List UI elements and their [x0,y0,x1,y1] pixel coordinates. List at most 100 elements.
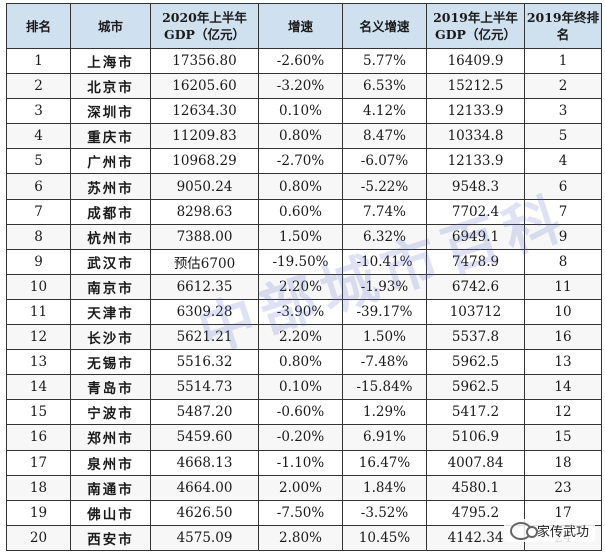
header-rank: 排名 [6,3,71,49]
cell-gdp-2020h1: 11209.83 [150,123,259,150]
cell-rank: 10 [6,273,71,300]
header-growth: 增速 [258,3,343,49]
cell-rank: 7 [6,198,71,225]
cell-gdp-2019h1: 5962.5 [426,374,525,401]
cell-city: 青岛市 [70,374,151,401]
cell-rank: 15 [6,399,71,426]
brand-badge: 家传武功 [503,519,595,542]
cell-city: 宁波市 [70,399,151,426]
cell-nominal-growth: -39.17% [342,298,427,326]
table-body: 1 上海市 17356.80 -2.60% 5.77% 16409.9 1 2 北京市 16205… [6,47,602,551]
cell-gdp-2019h1: 16409.9 [426,47,525,75]
cell-rank-2019: 11 [524,273,602,300]
cell-gdp-2019h1: 5417.2 [426,399,525,426]
cell-growth: 2.00% [258,474,343,501]
cell-rank-2019: 2 [524,73,602,100]
cell-gdp-2020h1: 9050.24 [150,173,259,200]
table-row: 11 天津市 6309.28 -3.90% -39.17% 103712 10 [6,298,602,326]
cell-city: 长沙市 [70,324,151,351]
table-row: 8 杭州市 7388.00 1.50% 6.32% 6949.1 9 [6,223,602,250]
cell-growth: 0.10% [258,374,343,401]
cell-nominal-growth: 4.12% [342,98,427,125]
cell-gdp-2019h1: 5537.8 [426,324,525,351]
brand-name: 家传武功 [536,525,589,540]
cell-nominal-growth: -10.41% [342,248,427,275]
cell-city: 重庆市 [70,123,151,150]
cell-rank-2019: 1 [524,47,602,75]
cell-growth: 2.80% [258,524,343,551]
cell-gdp-2019h1: 4007.84 [426,449,525,476]
header-city: 城市 [70,3,151,49]
cell-gdp-2019h1: 7478.9 [426,248,525,275]
cell-rank-2019: 23 [524,474,602,501]
cell-gdp-2019h1: 10334.8 [426,123,525,150]
table-row: 10 南京市 6612.35 2.20% -1.93% 6742.6 11 [6,273,602,300]
cell-gdp-2020h1: 预估6700 [150,248,259,275]
cell-rank-2019: 9 [524,223,602,250]
cell-growth: 2.20% [258,324,343,351]
cell-rank: 5 [6,148,71,175]
cell-gdp-2020h1: 5487.20 [150,399,259,426]
table-row: 1 上海市 17356.80 -2.60% 5.77% 16409.9 1 [6,47,602,75]
cell-gdp-2020h1: 5459.60 [150,424,259,451]
cell-growth: -0.60% [258,399,343,426]
cell-gdp-2019h1: 9548.3 [426,173,525,200]
cell-gdp-2020h1: 4626.50 [150,499,259,526]
cell-city: 武汉市 [70,248,151,275]
cell-growth: 0.80% [258,349,343,376]
cell-gdp-2019h1: 4580.1 [426,474,525,501]
table-row: 3 深圳市 12634.30 0.10% 4.12% 12133.9 3 [6,98,602,125]
cell-gdp-2019h1: 15212.5 [426,73,525,100]
cell-nominal-growth: 5.77% [342,47,427,75]
cell-nominal-growth: 8.47% [342,123,427,150]
table-row: 14 青岛市 5514.73 0.10% -15.84% 5962.5 14 [6,374,602,401]
cell-nominal-growth: -5.22% [342,173,427,200]
table-row: 19 佛山市 4626.50 -7.50% -3.52% 4795.2 17 [6,499,602,526]
cell-rank: 6 [6,173,71,200]
cell-nominal-growth: -6.07% [342,148,427,175]
cell-gdp-2020h1: 17356.80 [150,47,259,75]
cell-growth: 2.20% [258,273,343,300]
table-row: 15 宁波市 5487.20 -0.60% 1.29% 5417.2 12 [6,399,602,426]
table-row: 5 广州市 10968.29 -2.70% -6.07% 12133.9 4 [6,148,602,175]
cell-rank: 8 [6,223,71,250]
header-row: 排名 城市 2020年上半年GDP（亿元） 增速 名义增速 2019年上半年GD… [6,3,602,49]
cell-growth: -0.20% [258,424,343,451]
header-rank-2019: 2019年终排名 [524,3,602,49]
cell-rank-2019: 12 [524,399,602,426]
cell-nominal-growth: 10.45% [342,524,427,551]
wechat-logo-icon [509,521,538,540]
cell-gdp-2020h1: 4575.09 [150,524,259,551]
cell-rank-2019: 15 [524,424,602,451]
table-row: 18 南通市 4664.00 2.00% 1.84% 4580.1 23 [6,474,602,501]
table-row: 17 泉州市 4668.13 -1.10% 16.47% 4007.84 18 [6,449,602,476]
cell-rank-2019: 10 [524,298,602,326]
table-row: 7 成都市 8298.63 0.60% 7.74% 7702.4 7 [6,198,602,225]
cell-gdp-2020h1: 12634.30 [150,98,259,125]
cell-nominal-growth: -1.93% [342,273,427,300]
cell-gdp-2019h1: 6742.6 [426,273,525,300]
cell-rank-2019: 7 [524,198,602,225]
cell-gdp-2019h1: 5962.5 [426,349,525,376]
cell-rank-2019: 5 [524,123,602,150]
table-row: 6 苏州市 9050.24 0.80% -5.22% 9548.3 6 [6,173,602,200]
cell-rank: 4 [6,123,71,150]
cell-rank: 2 [6,73,71,100]
cell-gdp-2020h1: 4668.13 [150,449,259,476]
cell-city: 杭州市 [70,223,151,250]
cell-rank: 19 [6,499,71,526]
table-row: 13 无锡市 5516.32 0.80% -7.48% 5962.5 13 [6,349,602,376]
cell-rank: 9 [6,248,71,275]
cell-rank: 3 [6,98,71,125]
cell-nominal-growth: 1.84% [342,474,427,501]
cell-city: 泉州市 [70,449,151,476]
cell-city: 广州市 [70,148,151,175]
cell-city: 成都市 [70,198,151,225]
cell-nominal-growth: -3.52% [342,499,427,526]
cell-growth: -2.60% [258,47,343,75]
cell-rank: 1 [6,47,71,75]
table-row: 16 郑州市 5459.60 -0.20% 6.91% 5106.9 15 [6,424,602,451]
cell-nominal-growth: 1.29% [342,399,427,426]
cell-growth: -19.50% [258,248,343,275]
header-gdp-2019h1: 2019年上半年GDP（亿元） [426,3,525,49]
